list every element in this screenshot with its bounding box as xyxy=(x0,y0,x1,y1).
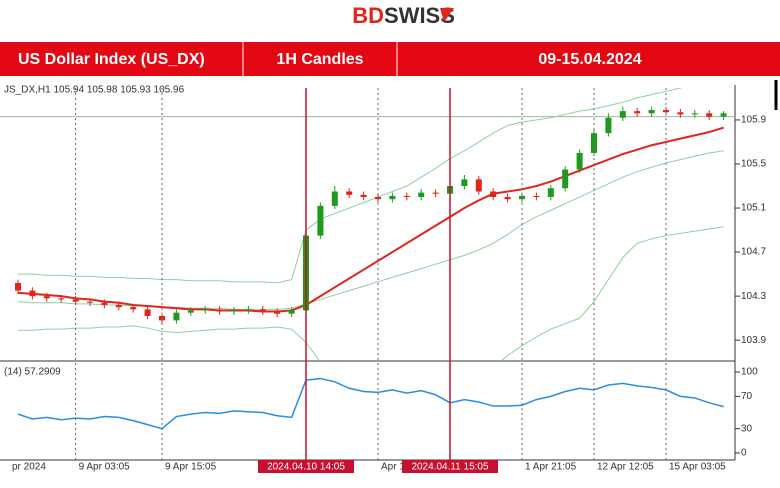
banner-instrument: US Dollar Index (US_DX) xyxy=(18,51,205,68)
axes: pr 2024 9 Apr 03:05 9 Apr 15:05 2024.04.10 … xyxy=(12,88,766,473)
candle-body xyxy=(259,309,266,312)
y-tick-label: 100 xyxy=(741,367,758,378)
candle-body xyxy=(576,152,583,170)
x-tick-label: 2024.04.10 14:05 xyxy=(267,462,345,473)
candle-body xyxy=(101,302,108,305)
logo-icon xyxy=(440,8,454,22)
y-tick-label: 104.7 xyxy=(741,247,766,258)
candle-body xyxy=(677,112,684,115)
candle-body xyxy=(288,310,295,314)
chart-info: JS_DX,H1 105.94 105.98 105.93 105.96 xyxy=(4,85,185,96)
candle-body xyxy=(231,310,237,312)
candle-body xyxy=(346,191,353,195)
banner xyxy=(0,42,780,76)
candle-body xyxy=(216,309,223,312)
y-tick-label: 105.1 xyxy=(741,203,766,214)
candle-body xyxy=(317,205,324,236)
candle-body xyxy=(144,309,151,316)
candle-body xyxy=(43,296,50,299)
y-tick-label: 105.9 xyxy=(741,115,766,126)
candle-body xyxy=(72,299,79,302)
candle-body xyxy=(245,309,252,311)
x-tick-label: 9 Apr 15:05 xyxy=(165,462,217,473)
candle-body xyxy=(173,312,180,321)
candle-body xyxy=(490,191,497,198)
candle-body xyxy=(461,179,468,187)
y-tick-label: 70 xyxy=(741,391,753,402)
candle-body xyxy=(360,194,367,198)
line xyxy=(17,150,724,310)
candle-body xyxy=(331,191,338,206)
candle-body xyxy=(130,307,137,310)
x-tick-label: 15 Apr 03:05 xyxy=(669,462,726,473)
candle-body xyxy=(15,282,21,291)
candle-body xyxy=(648,110,655,114)
candle-body xyxy=(418,192,425,198)
banner-timeframe: 1H Candles xyxy=(276,51,363,68)
candle-body xyxy=(274,311,281,314)
marker-label-box xyxy=(258,460,354,473)
candle-body xyxy=(389,195,396,200)
candle-body xyxy=(115,304,122,308)
candle-body xyxy=(87,301,93,303)
candle-body xyxy=(562,169,569,189)
y-tick-label: 105.5 xyxy=(741,159,766,170)
candle-body xyxy=(706,113,713,117)
x-tick-label: pr 2024 xyxy=(12,462,46,473)
line xyxy=(17,377,724,430)
candle-body xyxy=(619,111,626,118)
candle-body xyxy=(663,110,669,113)
y-tick-label: 104.3 xyxy=(741,291,766,302)
y-tick-label: 30 xyxy=(741,423,753,434)
candle-body xyxy=(605,117,612,134)
candle-body xyxy=(187,310,194,313)
banner-dates: 09-15.04.2024 xyxy=(538,51,641,68)
y-tick-label: 0 xyxy=(741,448,747,459)
candle-body xyxy=(29,290,36,297)
candle-body xyxy=(475,179,482,192)
candle-body xyxy=(519,195,525,200)
candle-body xyxy=(403,195,410,198)
line xyxy=(18,88,683,284)
indicator-label: (14) 57.2909 xyxy=(4,367,61,378)
main-plot xyxy=(0,88,735,360)
y-tick-label: 103.9 xyxy=(741,335,766,346)
candle-body xyxy=(720,113,727,117)
x-tick-label: 12 Apr 12:05 xyxy=(597,462,654,473)
candle-body xyxy=(504,197,511,200)
candle-body xyxy=(634,111,641,114)
candle-body xyxy=(547,188,554,198)
x-tick-label: 9 Apr 03:05 xyxy=(79,462,131,473)
marker-label-box xyxy=(402,460,498,473)
line xyxy=(18,226,724,360)
candle-body xyxy=(432,192,439,194)
logo-bd: BD xyxy=(352,3,384,28)
line xyxy=(17,126,724,313)
x-tick-label: 1 Apr 21:05 xyxy=(525,462,577,473)
candle-body xyxy=(202,309,209,311)
candle-body xyxy=(691,113,698,115)
x-tick-label: 2024.04.11 15:05 xyxy=(411,462,489,473)
indicator-plot xyxy=(17,377,724,430)
candle-body xyxy=(58,298,65,300)
candle-body xyxy=(533,195,540,198)
